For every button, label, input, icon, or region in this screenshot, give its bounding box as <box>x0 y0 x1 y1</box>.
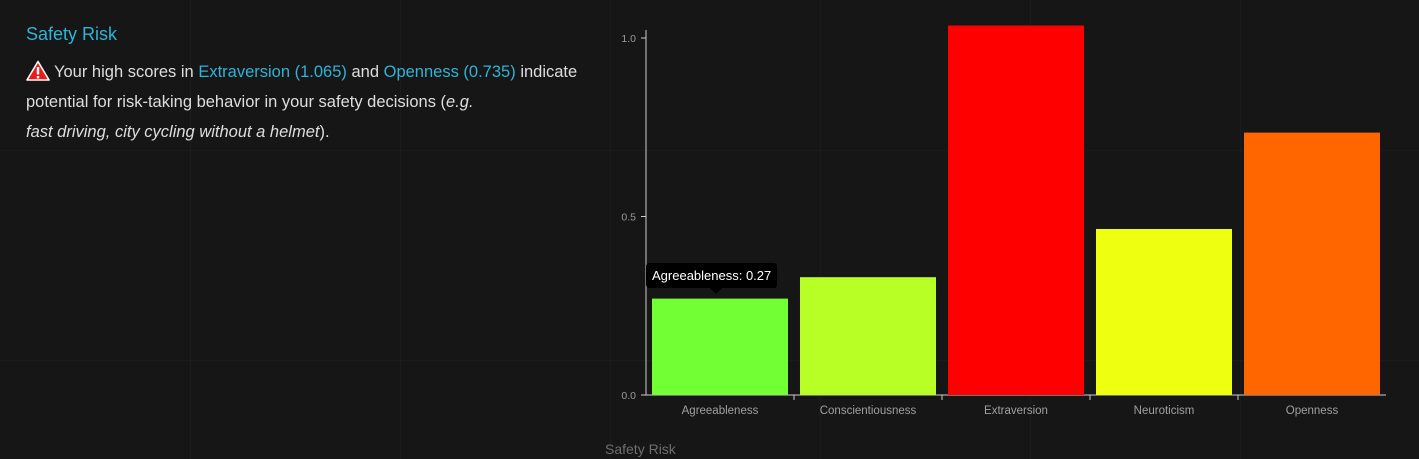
x-tick-label-conscientiousness: Conscientiousness <box>820 405 917 417</box>
bar-extraversion[interactable] <box>948 25 1084 395</box>
desc-italic-examples: fast driving, city cycling without a hel… <box>26 123 320 141</box>
y-tick-label: 0.0 <box>621 390 636 402</box>
chart-caption: Safety Risk <box>605 441 676 457</box>
y-tick-label: 0.5 <box>621 212 636 224</box>
x-tick-label-agreeableness: Agreeableness <box>682 405 759 417</box>
bar-conscientiousness[interactable] <box>800 277 936 395</box>
desc-text-2: and <box>351 63 380 81</box>
desc-text-4: ). <box>319 123 330 141</box>
x-tick-label-extraversion: Extraversion <box>984 405 1048 417</box>
section-title: Safety Risk <box>26 24 118 44</box>
warning-triangle-icon <box>26 60 50 81</box>
bar-openness[interactable] <box>1244 132 1380 396</box>
desc-text-3: indicate potential for risk-taking behav… <box>26 63 578 111</box>
bar-agreeableness[interactable] <box>652 298 788 395</box>
bar-tooltip: Agreeableness: 0.27 <box>646 263 778 294</box>
openness-score-link[interactable]: Openness (0.735) <box>383 63 516 81</box>
desc-italic-eg: e.g. <box>446 93 474 111</box>
risk-panel: Safety Risk Your high scores in Extraver… <box>26 24 586 147</box>
extraversion-score-link[interactable]: Extraversion (1.065) <box>198 63 347 81</box>
bar-chart-svg: 0.0 0.5 1.0 Agreeableness Conscientiousness E… <box>621 25 1386 417</box>
safety-risk-chart: 0.0 0.5 1.0 Agreeableness Conscientiousness E… <box>600 0 1419 459</box>
y-tick-label: 1.0 <box>621 33 636 45</box>
x-tick-label-openness: Openness <box>1286 405 1339 417</box>
desc-text-1: Your high scores in <box>54 63 194 81</box>
risk-description: Your high scores in Extraversion (1.065)… <box>26 57 586 147</box>
bar-neuroticism[interactable] <box>1096 228 1232 395</box>
x-tick-label-neuroticism: Neuroticism <box>1134 405 1195 417</box>
